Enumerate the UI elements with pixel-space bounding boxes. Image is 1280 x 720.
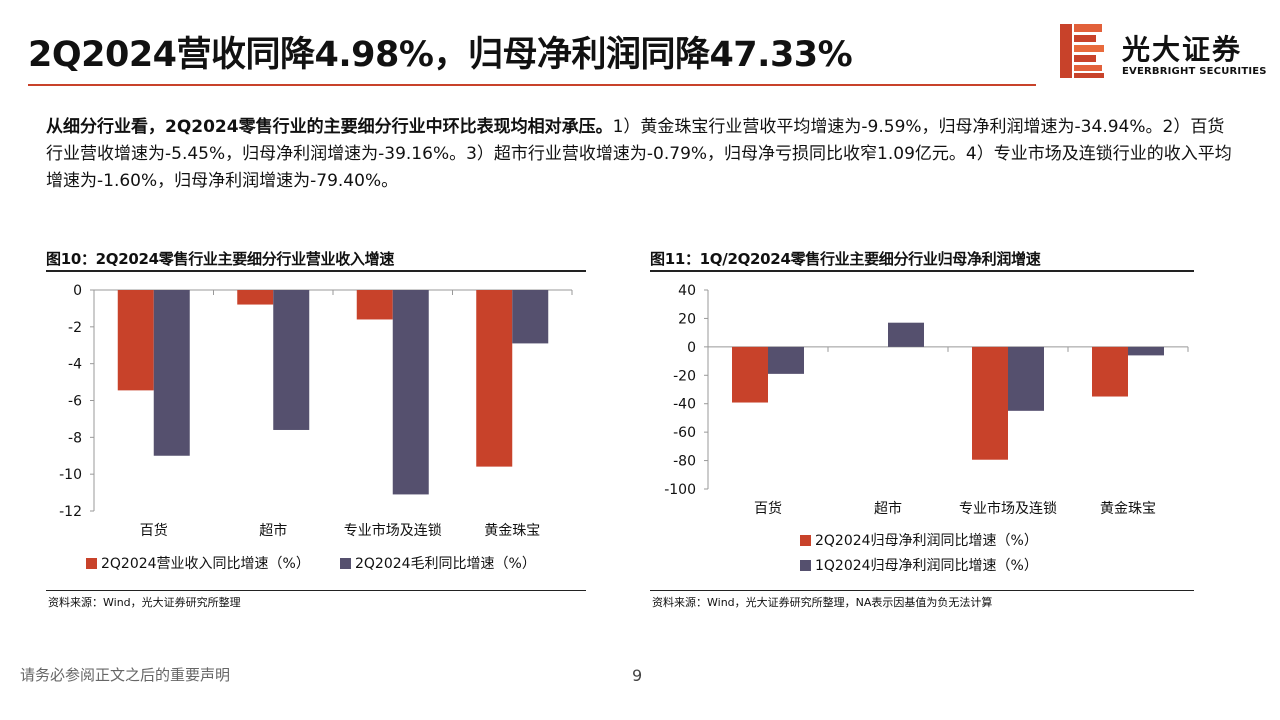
page-number: 9	[632, 666, 643, 685]
fig11-x-tick-label: 百货	[754, 500, 782, 517]
fig10-bar-s2-2	[273, 290, 310, 430]
fig10-legend-label-1: 2Q2024营业收入同比增速（%）	[101, 556, 310, 572]
fig10-legend-label-2: 2Q2024毛利同比增速（%）	[355, 556, 536, 572]
fig11-y-tick-label: 0	[687, 340, 696, 356]
fig11-x-tick-label: 黄金珠宝	[1100, 500, 1156, 517]
fig11-title: 图11：1Q/2Q2024零售行业主要细分行业归母净利润增速	[650, 250, 1041, 268]
summary-lead: 从细分行业看，2Q2024零售行业的主要细分行业中环比表现均相对承压。	[46, 117, 613, 137]
disclaimer: 请务必参阅正文之后的重要声明	[20, 666, 231, 684]
fig11-bar-s1-4	[1092, 346, 1128, 397]
everbright-logo-icon	[1058, 22, 1106, 80]
fig11-legend-label-1: 2Q2024归母净利润同比增速（%）	[815, 532, 1038, 549]
fig10-title: 图10：2Q2024零售行业主要细分行业营业收入增速	[46, 250, 395, 268]
fig11-x-tick-label: 专业市场及连锁	[959, 500, 1057, 517]
fig10-bar-s2-1	[153, 290, 190, 456]
fig10-y-tick-label: -8	[68, 430, 82, 446]
summary-paragraph: 从细分行业看，2Q2024零售行业的主要细分行业中环比表现均相对承压。1）黄金珠…	[46, 114, 1236, 195]
fig10-y-tick-label: -6	[68, 394, 82, 410]
fig10-chart: 0 -2 -4 -6 -8 -10 -12 百货 超市 专业市场及连锁 黄金珠宝 2Q2024营业收入…	[59, 283, 573, 572]
fig10-bar-s1-3	[356, 290, 393, 320]
fig10-bar-s2-4	[512, 290, 549, 344]
fig10-x-tick-label: 超市	[259, 522, 287, 539]
fig11-bar-s2-4	[1128, 346, 1164, 356]
fig10-legend-swatch-2	[340, 558, 351, 569]
fig11-bar-s1-3	[972, 346, 1008, 460]
fig10-y-tick-label: -4	[68, 357, 82, 373]
summary-body: 1）黄金珠宝行业营收平均增速为-9.59%，归母净利润增速为-34.94%。2）…	[46, 117, 1232, 191]
fig10-bar-s1-2	[237, 290, 274, 305]
fig10-y-tick-label: -12	[59, 504, 82, 520]
fig11-y-tick-label: 20	[678, 311, 696, 327]
fig11-source: 资料来源：Wind，光大证券研究所整理，NA表示因基值为负无法计算	[652, 596, 993, 609]
fig10-x-tick-label: 百货	[140, 522, 168, 539]
fig10-x-tick-label: 专业市场及连锁	[344, 522, 442, 539]
fig11-y-tick-label: -100	[664, 482, 696, 498]
fig11-y-tick-label: -20	[673, 368, 696, 384]
fig10-source: 资料来源：Wind，光大证券研究所整理	[48, 596, 241, 609]
fig11-y-tick-label: -40	[673, 397, 696, 413]
fig10-y-tick-label: -10	[59, 467, 82, 483]
fig10-top-rule	[46, 270, 586, 272]
fig11-legend-label-2: 1Q2024归母净利润同比增速（%）	[815, 557, 1038, 574]
fig11-bar-s2-2	[888, 322, 924, 347]
title-divider	[28, 84, 1036, 86]
brand-subtitle: EVERBRIGHT SECURITIES	[1122, 66, 1267, 77]
fig11-y-tick-label: -60	[673, 425, 696, 441]
fig10-bar-s1-4	[476, 290, 513, 467]
fig11-bar-s1-1	[732, 346, 768, 403]
fig10-y-tick-label: 0	[73, 283, 82, 299]
fig11-chart: 40 20 0 -20 -40 -60 -80 -100 百货 超市 专业市场及连锁 黄金珠宝 2Q20…	[664, 283, 1189, 574]
fig11-bar-s2-3	[1008, 346, 1044, 411]
fig10-x-tick-label: 黄金珠宝	[484, 522, 540, 539]
page-title: 2Q2024营收同降4.98%，归母净利润同降47.33%	[28, 35, 853, 75]
fig11-bottom-rule	[650, 590, 1194, 591]
fig11-legend-swatch-1	[800, 535, 811, 546]
fig11-x-tick-label: 超市	[874, 500, 902, 517]
fig11-legend-swatch-2	[800, 560, 811, 571]
fig10-bottom-rule	[46, 590, 586, 591]
fig10-bar-s2-3	[392, 290, 429, 495]
fig11-bar-s2-1	[768, 346, 804, 374]
fig11-top-rule	[650, 270, 1194, 272]
fig10-y-tick-label: -2	[68, 320, 82, 336]
fig11-y-tick-label: 40	[678, 283, 696, 299]
fig10-bar-s1-1	[117, 290, 154, 391]
fig11-y-tick-label: -80	[673, 454, 696, 470]
brand-name: 光大证券	[1122, 33, 1243, 66]
fig10-legend-swatch-1	[86, 558, 97, 569]
